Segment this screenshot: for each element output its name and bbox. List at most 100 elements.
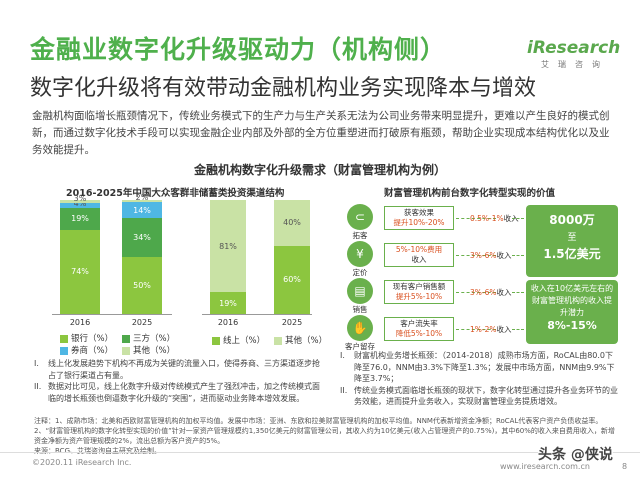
site-url: www.iresearch.com.cn (500, 462, 590, 471)
value-row-revenue-pct: 0.5%-1% (470, 214, 504, 223)
bar-segment: 40% (274, 200, 310, 246)
bar-label: 19% (71, 214, 89, 224)
value-row-revenue: 1%-2%收入 (470, 324, 512, 335)
price-tag-icon: ¥ (347, 241, 373, 267)
online-share-x-axis: 2016 2025 (202, 318, 312, 330)
x-tick-label: 2025 (131, 318, 153, 327)
value-row-effect-line: 提升10%-20% (393, 218, 445, 227)
note-text: 数据对比可见，线上化数字升级对传统模式产生了强烈冲击，加之传统模式面临的增长瓶颈… (48, 382, 320, 403)
arrow-connector (512, 292, 524, 293)
bar-label: 19% (219, 298, 237, 308)
value-summary-top: 8000万 至 1.5亿美元 (526, 205, 618, 277)
bar-label: 14% (133, 205, 151, 215)
value-row-effect-line: 客户流失率 (400, 319, 438, 328)
value-row-revenue-pct: 3%-6% (470, 288, 497, 297)
value-row-label: 拓客 (352, 231, 368, 240)
bar-label: 50% (133, 281, 151, 290)
value-row-effect: 获客效果 提升10%-20% (384, 206, 454, 230)
iresearch-logo: iResearch 艾瑞咨询 (527, 38, 621, 72)
bar-label: 74% (71, 267, 89, 277)
value-row-label: 销售 (352, 305, 368, 314)
legend-item: 其他（%） (122, 344, 175, 356)
x-tick-label: 2016 (217, 318, 239, 327)
legend-item: 三方（%） (122, 332, 175, 344)
legend-swatch (212, 336, 220, 345)
value-row-label: 定价 (352, 268, 368, 277)
footnote: 注释：1、成熟市场：北美和西欧财富管理机构的加权平均值。发展中市场：亚洲、东欧和… (34, 416, 619, 456)
note-text: 传统业务模式面临增长瓶颈的现状下，数字化转型通过提升各业务环节的业务效能，进而提… (354, 385, 618, 407)
arrow-connector (512, 329, 524, 330)
bar-segment: 60% (274, 245, 310, 314)
bar-segment: 3% (60, 194, 100, 204)
shopping-cart-icon: ▤ (347, 278, 373, 304)
legend-swatch (122, 334, 130, 343)
footnote-line: 注释：1、成熟市场：北美和西欧财富管理机构的加权平均值。发展中市场：亚洲、东欧和… (34, 417, 603, 425)
value-summary-bottom: 收入在10亿美元左右的财富管理机构的收入提升潜力 8%-15% (526, 280, 618, 344)
bar-label: 60% (283, 275, 301, 285)
bar-label: 40% (283, 218, 301, 228)
legend-label: 券商（%） (71, 346, 114, 356)
value-row-effect-line: 降低5%-10% (395, 329, 443, 338)
bar-label: 2% (135, 193, 149, 203)
value-row-effect-line: 收入 (411, 255, 427, 264)
x-tick-label: 2025 (281, 318, 303, 327)
note-number: I. (340, 351, 345, 360)
arrow-connector (456, 218, 496, 219)
footer-divider (0, 452, 640, 453)
value-row-effect-line: 5%-10%费用 (395, 245, 443, 254)
footnote-line: 来源：BCG、艾瑞咨询自主研究及绘制。 (34, 447, 161, 455)
value-row-revenue-unit: 收入 (496, 251, 512, 260)
legend-label: 三方（%） (133, 334, 176, 344)
legend-item: 券商（%） (60, 344, 113, 356)
logo-subtext: 艾瑞咨询 (541, 60, 609, 69)
chart-title: 2016-2025年中国大众客群非储蓄类投资渠道结构 (66, 188, 285, 199)
footnote-line: 2、“财富管理机构的数字化转型实现的价值”针对一家资产管理规模约1,350亿美元… (34, 427, 615, 445)
value-row-effect-line: 提升5%-10% (395, 292, 443, 301)
legend-label: 其他（%） (285, 336, 328, 346)
value-row-revenue-unit: 收入 (496, 288, 512, 297)
legend-item: 线上（%） (212, 334, 265, 346)
value-row-effect: 5%-10%费用 收入 (384, 243, 454, 267)
handshake-icon: ✋ (347, 315, 373, 341)
bar-segment: 19% (60, 207, 100, 230)
watermark: 头条 @侠说 (538, 444, 613, 464)
legend-item: 银行（%） (60, 332, 113, 344)
value-chain: ⊂ 拓客 获客效果 提升10%-20% 0.5%-1%收入 ¥ 定价 5%-10%费用 收入 3%… (340, 200, 630, 351)
value-row-effect: 现有客户销售额 提升5%-10% (384, 280, 454, 304)
note-number: I. (34, 359, 39, 368)
arrow-connector (456, 292, 496, 293)
bar-label: 34% (133, 233, 151, 243)
notes-right: I. 财富机构业务增长瓶颈：（2014-2018）成熟市场方面，RoCAL由80.… (340, 350, 620, 408)
value-row-revenue-unit: 收入 (496, 325, 512, 334)
page-subtitle: 数字化升级将有效带动金融机构业务实现降本与增效 (30, 76, 537, 101)
value-row-effect: 客户流失率 降低5%-10% (384, 317, 454, 341)
value-row-revenue-unit: 收入 (503, 214, 519, 223)
legend-swatch (274, 336, 282, 345)
notes-left: I. 线上化发展趋势下机构不再成为关键的流量入口，使得券商、三方渠道逐步抢占了银行… (34, 358, 324, 404)
bar-segment: 50% (122, 257, 162, 314)
legend-label: 银行（%） (71, 334, 114, 344)
value-row-effect-line: 现有客户销售额 (392, 282, 446, 291)
legend-label: 线上（%） (223, 336, 266, 346)
legend-item: 其他（%） (274, 334, 327, 346)
investment-channel-x-axis: 2016 2025 (52, 318, 172, 330)
bar-segment: 2% (122, 193, 162, 203)
value-row-revenue: 3%-6%收入 (470, 250, 512, 261)
page-number: 8 (622, 462, 628, 471)
bar-segment: 19% (210, 292, 246, 314)
value-amount-high: 1.5亿美元 (543, 247, 601, 261)
value-amount-low: 8000万 (549, 213, 595, 227)
legend-swatch (60, 334, 68, 343)
value-row-revenue: 0.5%-1%收入 (470, 213, 519, 224)
logo-text: iResearch (527, 38, 621, 58)
note-text: 财富机构业务增长瓶颈：（2014-2018）成熟市场方面，RoCAL由80.0下… (354, 351, 615, 383)
bar-segment: 14% (122, 202, 162, 219)
note-item: II. 数据对比可见，线上化数字升级对传统模式产生了强烈冲击，加之传统模式面临的增… (34, 381, 324, 404)
legend-swatch (60, 346, 68, 355)
bar-segment: 74% (60, 229, 100, 314)
arrow-connector (512, 218, 524, 219)
x-tick-label: 2016 (69, 318, 91, 327)
note-number: II. (340, 385, 348, 395)
bar-label: 4% (73, 198, 87, 208)
bar-segment: 81% (210, 200, 246, 293)
